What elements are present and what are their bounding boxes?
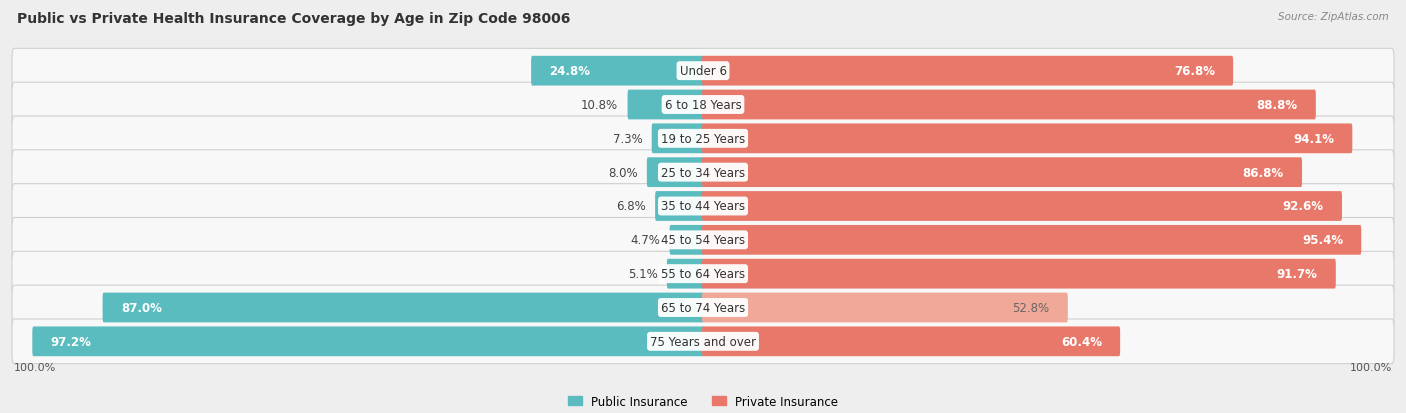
FancyBboxPatch shape: [702, 259, 1336, 289]
FancyBboxPatch shape: [702, 327, 1121, 356]
FancyBboxPatch shape: [32, 327, 704, 356]
Text: 97.2%: 97.2%: [51, 335, 91, 348]
Text: 92.6%: 92.6%: [1282, 200, 1323, 213]
Text: 95.4%: 95.4%: [1302, 234, 1343, 247]
Legend: Public Insurance, Private Insurance: Public Insurance, Private Insurance: [568, 395, 838, 408]
FancyBboxPatch shape: [647, 158, 704, 188]
FancyBboxPatch shape: [666, 259, 704, 289]
Text: Source: ZipAtlas.com: Source: ZipAtlas.com: [1278, 12, 1389, 22]
FancyBboxPatch shape: [13, 285, 1393, 330]
Text: 100.0%: 100.0%: [14, 363, 56, 373]
FancyBboxPatch shape: [651, 124, 704, 154]
FancyBboxPatch shape: [627, 90, 704, 120]
FancyBboxPatch shape: [702, 293, 1067, 323]
FancyBboxPatch shape: [13, 218, 1393, 263]
Text: 4.7%: 4.7%: [630, 234, 661, 247]
FancyBboxPatch shape: [702, 158, 1302, 188]
Text: 25 to 34 Years: 25 to 34 Years: [661, 166, 745, 179]
Text: 35 to 44 Years: 35 to 44 Years: [661, 200, 745, 213]
FancyBboxPatch shape: [13, 184, 1393, 229]
FancyBboxPatch shape: [702, 192, 1341, 221]
Text: 65 to 74 Years: 65 to 74 Years: [661, 301, 745, 314]
Text: 86.8%: 86.8%: [1243, 166, 1284, 179]
Text: 7.3%: 7.3%: [613, 133, 643, 145]
FancyBboxPatch shape: [531, 57, 704, 86]
FancyBboxPatch shape: [655, 192, 704, 221]
FancyBboxPatch shape: [702, 90, 1316, 120]
FancyBboxPatch shape: [702, 124, 1353, 154]
FancyBboxPatch shape: [13, 49, 1393, 94]
Text: 24.8%: 24.8%: [550, 65, 591, 78]
FancyBboxPatch shape: [702, 57, 1233, 86]
FancyBboxPatch shape: [13, 150, 1393, 195]
FancyBboxPatch shape: [13, 83, 1393, 128]
Text: 52.8%: 52.8%: [1012, 301, 1049, 314]
FancyBboxPatch shape: [103, 293, 704, 323]
Text: 88.8%: 88.8%: [1257, 99, 1298, 112]
Text: 8.0%: 8.0%: [607, 166, 637, 179]
Text: Under 6: Under 6: [679, 65, 727, 78]
Text: 75 Years and over: 75 Years and over: [650, 335, 756, 348]
Text: 100.0%: 100.0%: [1350, 363, 1392, 373]
Text: Public vs Private Health Insurance Coverage by Age in Zip Code 98006: Public vs Private Health Insurance Cover…: [17, 12, 571, 26]
Text: 91.7%: 91.7%: [1277, 268, 1317, 280]
Text: 87.0%: 87.0%: [121, 301, 162, 314]
Text: 10.8%: 10.8%: [581, 99, 619, 112]
FancyBboxPatch shape: [669, 225, 704, 255]
FancyBboxPatch shape: [702, 225, 1361, 255]
Text: 19 to 25 Years: 19 to 25 Years: [661, 133, 745, 145]
Text: 60.4%: 60.4%: [1062, 335, 1102, 348]
Text: 76.8%: 76.8%: [1174, 65, 1215, 78]
Text: 5.1%: 5.1%: [628, 268, 658, 280]
FancyBboxPatch shape: [13, 252, 1393, 296]
Text: 6.8%: 6.8%: [616, 200, 645, 213]
Text: 6 to 18 Years: 6 to 18 Years: [665, 99, 741, 112]
Text: 55 to 64 Years: 55 to 64 Years: [661, 268, 745, 280]
Text: 94.1%: 94.1%: [1294, 133, 1334, 145]
Text: 45 to 54 Years: 45 to 54 Years: [661, 234, 745, 247]
FancyBboxPatch shape: [13, 117, 1393, 161]
FancyBboxPatch shape: [13, 319, 1393, 364]
